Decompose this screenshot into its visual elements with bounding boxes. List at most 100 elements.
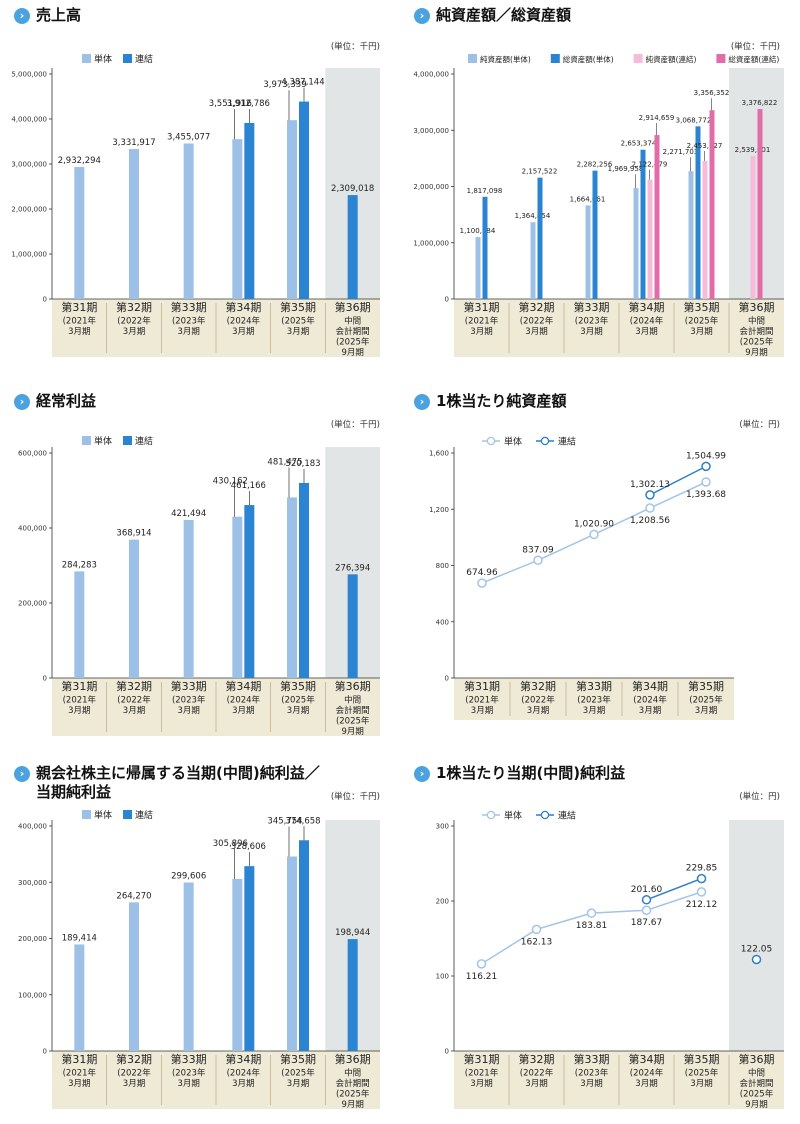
bar-value-label: 2,653,374 — [621, 140, 657, 148]
category-label: 3月期 — [470, 327, 492, 337]
interim-period-shade — [729, 820, 784, 1051]
category-label: 第34期 — [225, 1052, 261, 1066]
bar-single — [74, 944, 85, 1051]
legend-label: 連結 — [558, 810, 576, 822]
legend-label: 連結 — [135, 809, 153, 821]
y-tick-label: 0 — [43, 1048, 47, 1056]
point-value-label: 674.96 — [466, 568, 498, 578]
category-label: 会計期間 — [739, 1078, 773, 1089]
category-label: 会計期間 — [336, 326, 370, 337]
point-single — [586, 908, 597, 918]
bar-net-assets-single — [530, 222, 536, 299]
category-label: 3月期 — [287, 1079, 309, 1089]
bar-net-assets-single — [585, 205, 591, 299]
panel-sales: › 売上高 (単位：千円) 第31期 (2021年 3月期 第32期 (2022年 3月期第… — [11, 6, 386, 366]
series-line-single — [481, 559, 539, 584]
legend-swatch — [633, 54, 643, 63]
category-label: 3月期 — [470, 1079, 492, 1089]
point-value-label: 229.85 — [686, 864, 718, 874]
bar-total-assets-single — [482, 196, 488, 299]
legend-label: 単体 — [94, 435, 112, 447]
category-label: 第36期 — [335, 1052, 371, 1066]
category-label: 第32期 — [520, 679, 556, 693]
chart-title: 1株当たり当期(中間)純利益 — [436, 764, 626, 782]
category-label: (2025年 — [740, 1089, 774, 1100]
bar-value-label: 368,914 — [116, 529, 151, 539]
category-label: 3月期 — [232, 327, 254, 337]
category-band — [454, 678, 734, 720]
category-label: 3月期 — [123, 706, 145, 716]
category-label: 3月期 — [635, 327, 657, 337]
category-label: 第31期 — [464, 679, 500, 693]
y-tick-label: 1,600 — [429, 450, 449, 458]
bps-chart: 第31期(2021年3月期第32期(2022年3月期第33期(2023年3月期第… — [429, 436, 734, 720]
y-tick-label: 2,000,000 — [413, 183, 449, 191]
category-label: (2025年 — [685, 1068, 719, 1079]
y-tick-label: 1,000,000 — [413, 239, 449, 247]
legend-label: 単体 — [94, 809, 112, 821]
category-label: 中間 — [748, 316, 765, 327]
chevron-right-icon: › — [414, 766, 430, 782]
category-label: (2025年 — [685, 316, 719, 327]
category-label: (2022年 — [520, 316, 554, 327]
bar-value-label: 345,754 — [267, 817, 302, 827]
category-label: (2021年 — [465, 316, 499, 327]
bar-single — [183, 143, 194, 299]
bar-consolidated — [244, 866, 255, 1051]
bar-value-label: 4,387,144 — [281, 78, 324, 88]
bar-value-label: 1,364,454 — [515, 212, 551, 220]
y-tick-label: 4,000,000 — [413, 71, 449, 79]
category-label: 9月期 — [745, 1100, 767, 1110]
point-single — [533, 555, 543, 566]
category-label: 第32期 — [116, 300, 152, 314]
category-label: (2023年 — [577, 695, 611, 706]
bar-consolidated — [347, 195, 358, 299]
category-label: 第33期 — [574, 300, 610, 314]
legend-label: 単体 — [94, 53, 112, 65]
bar-value-label: 1,664,061 — [570, 195, 606, 203]
category-label: 第34期 — [225, 679, 261, 693]
y-tick-label: 200,000 — [18, 935, 47, 943]
panel-title: › 経常利益 — [14, 392, 96, 411]
bar-value-label: 430,162 — [213, 477, 248, 487]
category-label: 3月期 — [690, 327, 712, 337]
y-tick-label: 600,000 — [18, 450, 47, 458]
series-line-consolidated — [649, 465, 707, 496]
unit-label: (単位：千円) — [330, 420, 380, 430]
chart-title: 純資産額／総資産額 — [436, 6, 572, 24]
legend-swatch — [468, 54, 477, 63]
category-label: 会計期間 — [739, 326, 773, 337]
point-consolidated — [701, 461, 711, 472]
category-label: 第36期 — [335, 300, 371, 314]
point-single — [641, 905, 652, 915]
bar-total-assets-consol — [709, 110, 715, 299]
panel-assets: › 純資産額／総資産額 (単位：千円) 第31期 (2021年 3月期 第32期 (202… — [413, 6, 786, 366]
category-label: 3月期 — [695, 706, 717, 716]
y-tick-label: 0 — [445, 296, 449, 304]
bar-value-label: 3,331,917 — [112, 138, 155, 148]
category-label: 9月期 — [745, 348, 767, 358]
y-tick-label: 100 — [436, 973, 449, 981]
bar-value-label: 1,969,958 — [608, 165, 644, 173]
bar-value-label: 2,914,659 — [639, 114, 675, 122]
category-label: (2024年 — [630, 1068, 664, 1079]
category-label: (2021年 — [63, 695, 97, 706]
y-tick-label: 4,000,000 — [11, 116, 47, 124]
legend-label: 連結 — [135, 53, 153, 65]
bar-value-label: 305,896 — [213, 839, 248, 849]
category-label: 第36期 — [739, 1052, 775, 1066]
bar-value-label: 284,283 — [62, 560, 97, 570]
panel-eps: › 1株当たり当期(中間)純利益 (単位：円) 第31期 (2021年 3月期 第32期… — [414, 764, 786, 1124]
category-label: 会計期間 — [336, 1078, 370, 1089]
category-label: (2025年 — [740, 337, 774, 348]
bar-net-assets-consol — [702, 161, 708, 299]
panel-ordinary-profit: › 経常利益 (単位：千円) 第31期 (2021年 3月期 第32期 (2022年 3月期… — [14, 392, 386, 752]
bar-value-label: 189,414 — [62, 933, 97, 943]
chevron-right-icon: › — [14, 394, 30, 410]
category-label: (2023年 — [172, 1068, 206, 1079]
point-value-label: 837.09 — [522, 545, 554, 555]
category-label: 第36期 — [335, 679, 371, 693]
bar-value-label: 276,394 — [335, 563, 370, 573]
category-label: 3月期 — [68, 327, 90, 337]
legend-swatch — [716, 54, 726, 63]
